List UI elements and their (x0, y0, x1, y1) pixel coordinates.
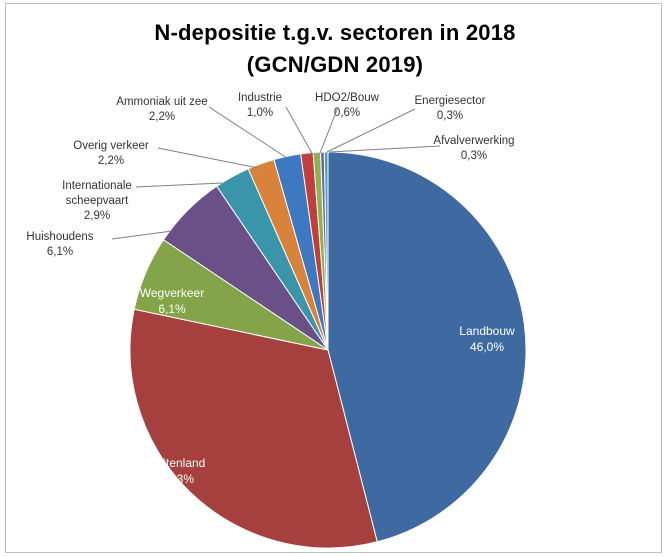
pie-label-buitenland-name: Buitenland (149, 456, 206, 470)
pie-label-industrie-leader-line (285, 106, 314, 156)
pie-label-landbouw-value: 46,0% (470, 340, 504, 354)
pie-slice-landbouw (327, 151, 527, 543)
pie-label-overig-verkeer-leader-line (157, 147, 259, 169)
pie-label-hdo2-bouw-leader-line (319, 106, 339, 154)
pie-label-huishoudens-name: Huishoudens (26, 231, 93, 243)
pie-slices (129, 151, 527, 549)
pie-label-buitenland-value: 32,3% (160, 472, 194, 486)
pie-label-internationale-scheepvaart-leader-line (135, 182, 223, 188)
pie-label-huishoudens-leader-line (111, 230, 173, 240)
pie-label-afvalverwerking-leader-line (329, 145, 441, 153)
pie-slice-buitenland (129, 308, 378, 549)
pie-label-energiesector-name: Energiesector (415, 95, 486, 107)
pie-label-overig-verkeer-value: 2,2% (98, 155, 124, 167)
pie-label-energiesector-value: 0,3% (437, 110, 463, 122)
pie-label-industrie-value: 1,0% (247, 107, 273, 119)
pie-label-ammoniak-uit-zee-leader-line (208, 106, 288, 159)
pie-label-ammoniak-uit-zee-value: 2,2% (149, 111, 175, 123)
pie-label-huishoudens-value: 6,1% (47, 246, 73, 258)
pie-label-internationale-scheepvaart-name-1: Internationale (62, 180, 132, 192)
pie-label-internationale-scheepvaart-name-2: scheepvaart (66, 195, 129, 207)
pie-label-afvalverwerking-value: 0,3% (461, 150, 487, 162)
pie-label-hdo2-bouw-name: HDO2/Bouw (315, 92, 380, 104)
pie-label-wegverkeer-name: Wegverkeer (140, 286, 204, 300)
pie-label-ammoniak-uit-zee-name: Ammoniak uit zee (116, 96, 207, 108)
pie-label-internationale-scheepvaart-value: 2,9% (84, 210, 110, 222)
pie-label-energiesector-leader-line (326, 108, 416, 153)
pie-labels: Landbouw 46,0% Buitenland 32,3% Wegverkeer 6,… (26, 92, 515, 486)
pie-label-landbouw-name: Landbouw (459, 324, 515, 338)
chart-title: N-depositie t.g.v. sectoren in 2018 (154, 20, 516, 45)
pie-label-afvalverwerking-name: Afvalverwerking (433, 135, 514, 147)
pie-label-wegverkeer-value: 6,1% (158, 302, 186, 316)
chart-subtitle: (GCN/GDN 2019) (246, 52, 424, 77)
pie-label-hdo2-bouw-value: 0,6% (334, 107, 360, 119)
pie-label-overig-verkeer-name: Overig verkeer (73, 140, 149, 152)
pie-label-industrie-name: Industrie (238, 92, 282, 104)
